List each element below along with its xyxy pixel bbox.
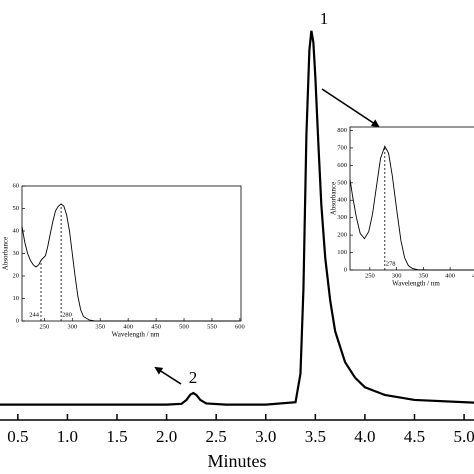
x-tick-label: 5.0 (453, 427, 474, 446)
x-axis-label: Minutes (207, 451, 266, 471)
x-axis-label: Wavelength / nm (112, 331, 160, 339)
x-tick-label: 550 (207, 323, 217, 330)
y-tick-label: 600 (337, 162, 347, 169)
x-tick-label: 250 (365, 272, 375, 279)
y-tick-label: 60 (13, 182, 20, 189)
x-tick-label: 500 (179, 323, 189, 330)
annotation: 1 (320, 9, 329, 28)
marker-label: 244 (29, 311, 40, 318)
x-tick-label: 450 (151, 323, 161, 330)
y-tick-label: 0 (16, 317, 19, 324)
x-tick-label: 2.5 (206, 427, 227, 446)
x-tick-label: 0.5 (7, 427, 28, 446)
marker-label: 278 (386, 260, 396, 267)
x-tick-label: 3.5 (305, 427, 326, 446)
x-tick-label: 600 (235, 323, 245, 330)
y-tick-label: 0 (344, 266, 347, 273)
y-tick-label: 800 (337, 127, 347, 134)
plot-frame (21, 185, 242, 322)
x-tick-label: 350 (418, 272, 428, 279)
x-tick-label: 1.5 (106, 427, 127, 446)
data-line (349, 145, 474, 271)
plot: 250 300 350 400 450 0 100 200 300 400 500 600 700 800… (330, 126, 474, 288)
arrow (154, 366, 182, 385)
x-tick-label: 250 (39, 323, 49, 330)
y-tick-label: 700 (337, 144, 347, 151)
data-line (0, 30, 474, 406)
x-tick-label: 300 (392, 272, 402, 279)
x-tick-label: 400 (123, 323, 133, 330)
x-tick-label: 1.0 (57, 427, 78, 446)
x-tick-label: 3.0 (255, 427, 276, 446)
y-tick-label: 20 (13, 272, 20, 279)
data-line (21, 203, 240, 322)
y-tick-label: 10 (13, 295, 20, 302)
x-tick-label: 300 (67, 323, 77, 330)
y-axis-label: Absorbance (2, 237, 10, 270)
plot-frame (349, 126, 474, 271)
y-tick-label: 40 (13, 227, 20, 234)
arrow (321, 88, 380, 128)
y-tick-label: 50 (13, 205, 20, 212)
plot: 0.5 1.0 1.5 2.0 2.5 3.0 3.5 4.0 4.5 5.0 Minutes 1 2 (0, 9, 474, 471)
y-tick-label: 200 (337, 232, 347, 239)
x-tick-label: 4.0 (354, 427, 375, 446)
marker-label: 280 (62, 311, 72, 318)
x-axis-label: Wavelength / nm (392, 280, 440, 288)
y-tick-label: 100 (337, 249, 347, 256)
plot: 250 300 350 400 450 500 550 600 0 10 20 30 40 50 60 Wav… (2, 182, 245, 338)
y-axis-label: Absorbance (330, 182, 338, 215)
x-tick-label: 350 (95, 323, 105, 330)
y-tick-label: 400 (337, 197, 347, 204)
x-tick-label: 450 (472, 272, 474, 279)
y-tick-label: 500 (337, 179, 347, 186)
annotation: 2 (189, 368, 198, 387)
x-tick-label: 4.5 (404, 427, 425, 446)
x-tick-label: 400 (445, 272, 455, 279)
y-tick-label: 30 (13, 250, 20, 257)
x-tick-label: 2.0 (156, 427, 177, 446)
y-tick-label: 300 (337, 214, 347, 221)
